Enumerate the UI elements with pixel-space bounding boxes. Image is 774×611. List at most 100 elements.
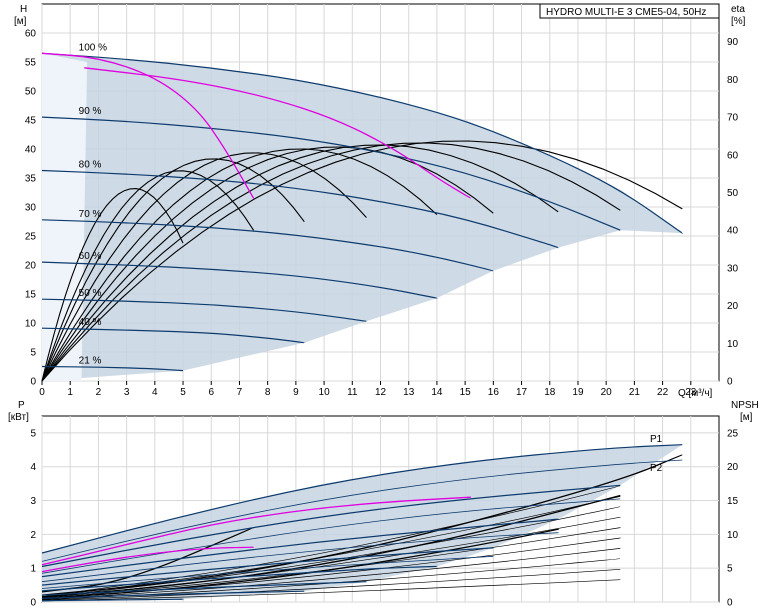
p1-label: P1 (650, 434, 663, 445)
power-axis-unit: [кВт] (8, 412, 29, 423)
x-tick-label: 17 (516, 387, 528, 398)
speed-label: 100 % (79, 42, 107, 53)
system-curve (84, 67, 472, 199)
x-tick-label: 16 (488, 387, 500, 398)
npsh-tick-label: 25 (727, 428, 739, 439)
speed-curve (41, 365, 184, 372)
eta-tick-label: 50 (727, 188, 739, 199)
head-tick-label: 20 (25, 261, 37, 272)
speed-curves (41, 52, 683, 372)
head-tick-label: 50 (25, 87, 37, 98)
p2-curve (41, 459, 683, 562)
npsh-axis-unit: [м] (740, 412, 753, 423)
p2-curve (41, 498, 621, 574)
eta-tick-label: 30 (727, 263, 739, 274)
p2-label: P2 (650, 463, 663, 474)
head-axis-ticks: 0 1 2 3 4 5 6 7 8 9 10 11 12 13 14 15 16 17 18 19 20 21 22 2305… (25, 29, 739, 399)
eta-curve (41, 170, 255, 382)
power-axis-ticks: 0 1 2 3 4 5 0 5 10 15 20 25 (30, 428, 738, 608)
head-tick-label: 55 (25, 58, 37, 69)
speed-curve (41, 261, 438, 299)
eta-tick-label: 70 (727, 113, 739, 124)
eta-axis-title: eta (731, 4, 745, 15)
head-tick-label: 10 (25, 319, 37, 330)
npsh-curves (41, 454, 683, 602)
speed-label: 90 % (79, 106, 102, 117)
eta-tick-label: 90 (727, 37, 739, 48)
npsh-curve (41, 485, 621, 598)
speed-curve (41, 116, 621, 231)
npsh-curve (41, 516, 621, 599)
x-tick-label: 18 (544, 387, 556, 398)
eta-tick-label: 0 (727, 377, 733, 388)
eta-curve (41, 140, 683, 382)
x-tick-label: 2 (96, 387, 102, 398)
x-tick-label: 5 (180, 387, 186, 398)
p1-curve (41, 547, 494, 586)
power-tick-label: 3 (30, 496, 36, 507)
system-power-curves (41, 496, 471, 573)
power-tick-label: 4 (30, 462, 36, 473)
eta-tick-label: 80 (727, 75, 739, 86)
speed-label: 70 % (79, 209, 102, 220)
head-tick-label: 30 (25, 203, 37, 214)
npsh-curve (41, 454, 683, 596)
speed-curve (41, 327, 305, 344)
head-tick-label: 25 (25, 232, 37, 243)
npsh-axis-title: NPSH (731, 400, 759, 411)
npsh-tick-label: 10 (727, 530, 739, 541)
p1-curve (41, 590, 305, 599)
eta-axis-unit: [%] (731, 16, 746, 27)
p1-curve (41, 598, 184, 602)
p1-curve (41, 518, 559, 578)
npsh-tick-label: 15 (727, 496, 739, 507)
head-tick-label: 0 (30, 377, 36, 388)
x-tick-label: 19 (572, 387, 584, 398)
x-tick-label: 3 (124, 387, 130, 398)
eta-curve (41, 142, 621, 382)
head-tick-label: 60 (25, 29, 37, 40)
eta-curve (41, 152, 367, 382)
eta-tick-label: 60 (727, 150, 739, 161)
p1-curve (41, 484, 621, 568)
power-tick-label: 5 (30, 428, 36, 439)
x-tick-label: 12 (375, 387, 387, 398)
x-tick-label: 15 (460, 387, 472, 398)
operating-area (42, 53, 683, 382)
x-tick-label: 9 (293, 387, 299, 398)
speed-curve (41, 169, 559, 249)
power-tick-label: 0 (30, 598, 36, 609)
head-tick-label: 45 (25, 116, 37, 127)
x-tick-label: 21 (629, 387, 641, 398)
head-tick-label: 35 (25, 174, 37, 185)
x-tick-label: 23 (685, 387, 697, 398)
x-tick-label: 10 (319, 387, 331, 398)
speed-curve (41, 219, 494, 272)
power-tick-label: 1 (30, 564, 36, 575)
npsh-curve (41, 579, 621, 602)
head-tick-label: 5 (30, 348, 36, 359)
system-curves (41, 52, 472, 199)
speed-label: 50 % (79, 288, 102, 299)
npsh-tick-label: 5 (727, 564, 733, 575)
system-curve (41, 52, 255, 199)
x-tick-label: 20 (601, 387, 613, 398)
npsh-curve (41, 506, 621, 599)
eta-curve (41, 144, 559, 382)
power-axis-title: P (18, 400, 25, 411)
speed-labels: 100 % 90 % 80 % 70 % 60 % 50 % 40 % 21 % (79, 42, 107, 366)
x-tick-label: 7 (237, 387, 243, 398)
x-tick-label: 4 (152, 387, 158, 398)
x-tick-label: 14 (431, 387, 443, 398)
x-tick-label: 13 (403, 387, 415, 398)
p1-curve (41, 565, 438, 592)
npsh-curve (41, 548, 621, 600)
npsh-curve (41, 568, 621, 601)
x-tick-label: 6 (208, 387, 214, 398)
p2-curve (41, 555, 494, 589)
x-tick-label: 1 (67, 387, 73, 398)
head-tick-label: 40 (25, 145, 37, 156)
speed-label: 60 % (79, 251, 102, 262)
speed-label: 21 % (79, 356, 102, 367)
